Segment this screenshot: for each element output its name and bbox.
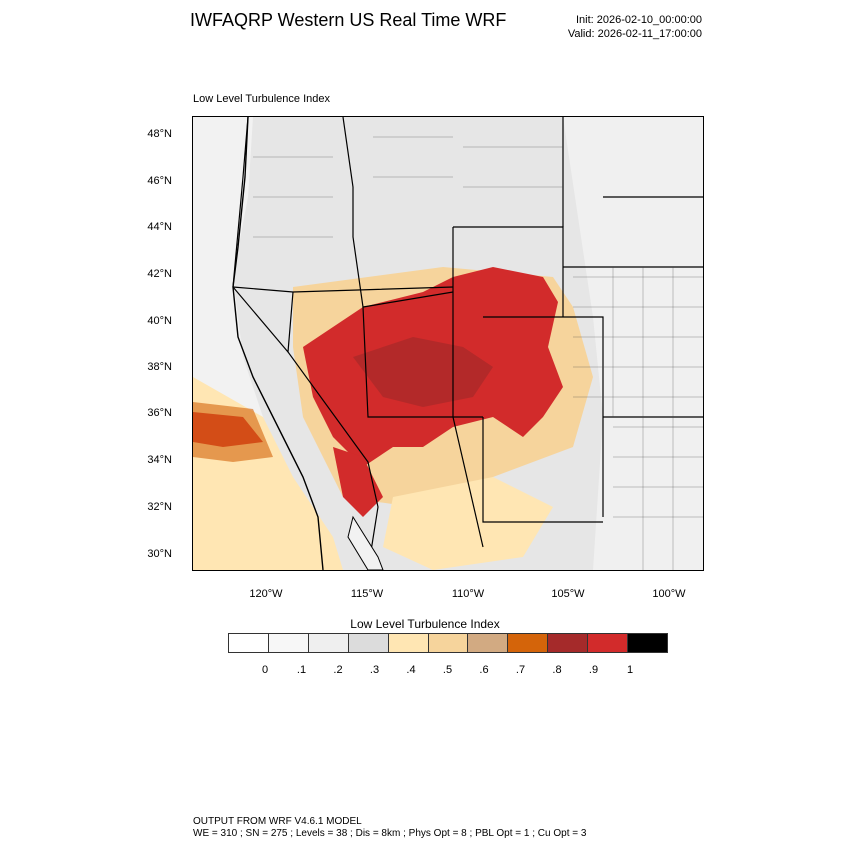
lat-tick: 44°N [147, 221, 172, 233]
severe-turbulence-patch [353, 337, 493, 407]
lat-tick: 42°N [147, 268, 172, 280]
colorbar-swatch [468, 634, 509, 652]
county-lines [253, 136, 703, 570]
southwest-light-zone [383, 477, 553, 570]
colorbar-tick-label: .6 [479, 664, 489, 676]
colorbar-swatch [308, 634, 349, 652]
lon-tick: 115°W [350, 588, 384, 600]
colorbar-swatch [268, 634, 309, 652]
colorbar-swatch [229, 634, 269, 652]
colorbar-swatch [388, 634, 429, 652]
lon-tick: 100°W [652, 588, 686, 600]
lat-tick: 32°N [147, 501, 172, 513]
plains-area [563, 117, 703, 570]
lat-tick: 46°N [147, 175, 172, 187]
init-time: Init: 2026-02-10_00:00:00 [576, 14, 702, 26]
colorbar-swatch [428, 634, 469, 652]
lat-tick: 30°N [147, 548, 172, 560]
coastline [232, 117, 324, 570]
colorbar-swatch [588, 634, 629, 652]
lon-tick: 110°W [451, 588, 485, 600]
colorbar [228, 633, 668, 653]
footer-config-line: WE = 310 ; SN = 275 ; Levels = 38 ; Dis … [193, 828, 587, 839]
offshore-moderate-turbulence [193, 402, 273, 462]
southern-turbulence-band [333, 447, 383, 517]
colorbar-swatch [548, 634, 589, 652]
lon-tick: 105°W [551, 588, 585, 600]
colorbar-tick-label: 0 [261, 664, 269, 676]
footer-model-line: OUTPUT FROM WRF V4.6.1 MODEL [193, 816, 362, 827]
colorbar-swatch [628, 634, 667, 652]
colorbar-tick-label: .7 [515, 664, 526, 676]
time-info: Init: 2026-02-10_00:00:00 Valid: 2026-02… [568, 13, 702, 41]
model-footer: OUTPUT FROM WRF V4.6.1 MODEL WE = 310 ; … [193, 816, 586, 840]
colorbar-tick-label: .3 [369, 664, 380, 676]
colorbar-tick-label: 1 [626, 664, 634, 676]
gulf-of-california [347, 515, 384, 570]
valid-time: Valid: 2026-02-11_17:00:00 [567, 28, 702, 40]
lat-tick: 34°N [147, 454, 172, 466]
state-boundaries [232, 117, 703, 570]
lat-tick: 38°N [147, 361, 172, 373]
panel-label: Low Level Turbulence Index [193, 93, 330, 105]
colorbar-swatch [348, 634, 389, 652]
colorbar-tick-label: .2 [333, 664, 343, 676]
colorbar-tick-label: .1 [296, 664, 307, 676]
colorbar-tick-label: .9 [588, 664, 599, 676]
colorbar-tick-label: .5 [442, 664, 453, 676]
lat-tick: 48°N [147, 128, 172, 140]
colorbar-swatch [508, 634, 549, 652]
lon-tick: 120°W [249, 588, 283, 600]
chart-title: IWFAQRP Western US Real Time WRF [190, 10, 507, 30]
lat-tick: 36°N [147, 407, 172, 419]
colorbar-title: Low Level Turbulence Index [350, 617, 500, 631]
turbulence-map [192, 116, 704, 571]
lat-tick: 40°N [147, 315, 172, 327]
colorbar-tick-label: .8 [552, 664, 562, 676]
colorbar-tick-label: .4 [406, 664, 416, 676]
map-canvas [193, 117, 703, 570]
